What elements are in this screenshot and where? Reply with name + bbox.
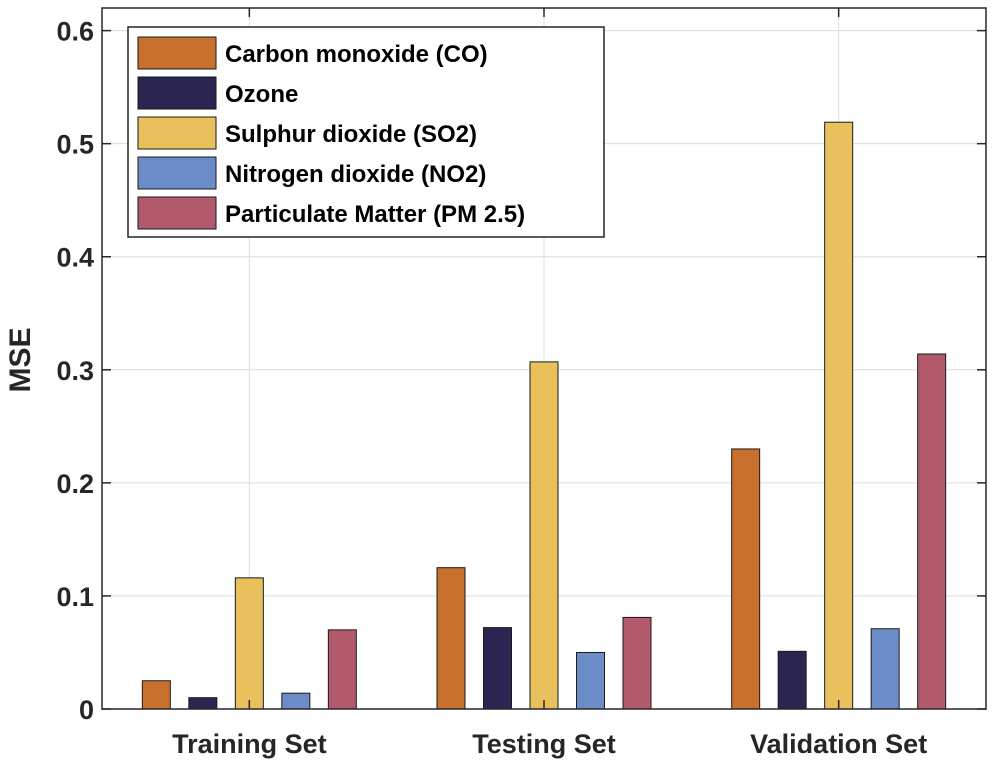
y-axis-label: MSE — [4, 327, 37, 392]
x-tick-label-0: Training Set — [172, 729, 327, 759]
bar-nitrogen-dioxide-no2-training-set — [281, 692, 311, 710]
bar-nitrogen-dioxide-no2-testing-set — [576, 651, 605, 710]
bar-nitrogen-dioxide-no2-validation-set — [870, 628, 900, 710]
y-tick-label-0: 0 — [79, 695, 94, 725]
bar-particulate-matter-pm-2-5-validation-set — [917, 353, 947, 710]
bar-carbon-monoxide-co-testing-set — [436, 567, 466, 710]
bar-ozone-training-set — [188, 697, 218, 710]
legend-swatch-1 — [137, 76, 217, 110]
bar-particulate-matter-pm-2-5-training-set — [327, 629, 357, 710]
x-tick-label-1: Testing Set — [472, 729, 616, 759]
bar-carbon-monoxide-co-validation-set — [731, 448, 761, 710]
bar-carbon-monoxide-co-training-set — [141, 680, 171, 710]
legend-label-1: Ozone — [225, 81, 298, 108]
bar-ozone-validation-set — [777, 650, 807, 710]
y-axis-ticks: 0 0.1 0.2 0.3 0.4 0.5 0.6 — [56, 17, 986, 725]
y-tick-label-5: 0.5 — [56, 130, 94, 160]
legend-swatch-4 — [137, 196, 217, 230]
legend-swatch-2 — [137, 116, 217, 150]
x-axis-ticks: Training Set Testing Set Validation Set — [172, 8, 927, 759]
legend: Carbon monoxide (CO) Ozone Sulphur dioxide… — [127, 26, 605, 238]
bar-sulphur-dioxide-so2-validation-set — [824, 121, 854, 710]
legend-label-2: Sulphur dioxide (SO2) — [225, 121, 477, 148]
y-tick-label-3: 0.3 — [56, 356, 94, 386]
y-tick-label-1: 0.1 — [56, 582, 94, 612]
legend-swatch-0 — [137, 36, 217, 70]
bars — [141, 121, 947, 710]
legend-label-0: Carbon monoxide (CO) — [225, 41, 488, 68]
legend-swatch-3 — [137, 156, 217, 190]
y-tick-label-2: 0.2 — [56, 469, 94, 499]
bar-particulate-matter-pm-2-5-testing-set — [622, 616, 652, 710]
bar-sulphur-dioxide-so2-training-set — [234, 577, 264, 710]
y-tick-label-4: 0.4 — [56, 243, 94, 273]
x-tick-label-2: Validation Set — [750, 729, 927, 759]
bar-ozone-testing-set — [483, 627, 512, 710]
bar-sulphur-dioxide-so2-testing-set — [529, 361, 559, 710]
legend-label-4: Particulate Matter (PM 2.5) — [225, 201, 525, 228]
legend-label-3: Nitrogen dioxide (NO2) — [225, 161, 486, 188]
y-tick-label-6: 0.6 — [56, 17, 94, 47]
